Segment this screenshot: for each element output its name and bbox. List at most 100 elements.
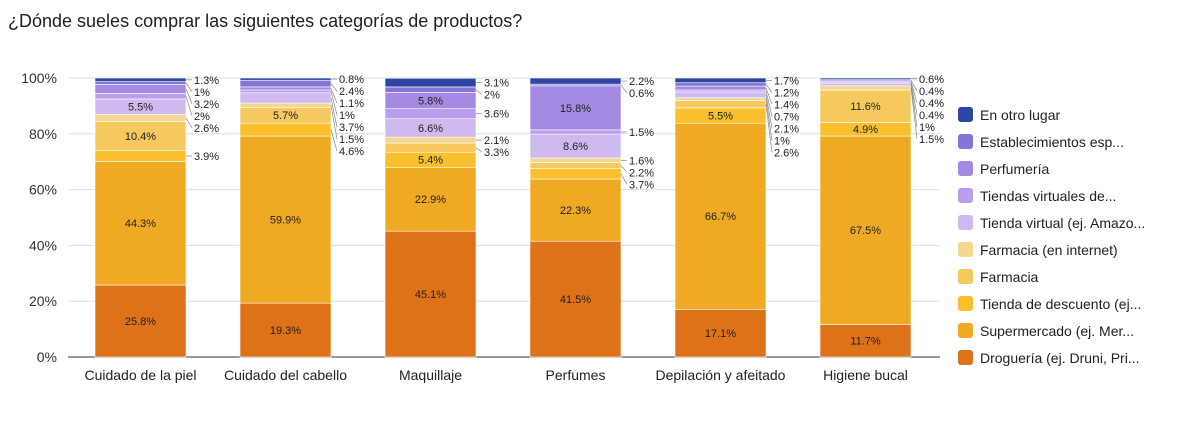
data-label-leader xyxy=(620,84,628,94)
legend-label: Tiendas virtuales de... xyxy=(980,187,1117,204)
data-label-leader xyxy=(620,173,628,185)
bar-segment xyxy=(529,240,622,358)
bar-segment xyxy=(384,142,477,153)
data-label: 8.6% xyxy=(563,141,588,153)
legend-item[interactable]: Tienda virtual (ej. Amazo... xyxy=(958,209,1145,236)
legend-label: Supermercado (ej. Mer... xyxy=(980,322,1135,339)
data-label-leader xyxy=(330,91,338,116)
legend-swatch xyxy=(958,215,973,230)
legend-swatch xyxy=(958,296,973,311)
data-label: 2.2% xyxy=(629,76,654,88)
bar-segment xyxy=(529,178,622,242)
data-label: 59.9% xyxy=(270,215,301,227)
legend-item[interactable]: En otro lugar xyxy=(958,101,1145,128)
y-tick-label: 100% xyxy=(21,70,57,86)
data-label: 11.7% xyxy=(850,336,881,348)
bar-segment xyxy=(674,308,767,358)
data-label: 1% xyxy=(194,87,210,99)
data-label: 10.4% xyxy=(125,131,156,143)
bar-segment xyxy=(239,89,332,94)
bar-segment xyxy=(239,77,332,81)
data-label: 6.6% xyxy=(418,123,443,135)
data-label: 0.6% xyxy=(629,88,654,100)
data-label: 5.7% xyxy=(273,110,298,122)
legend-swatch xyxy=(958,107,973,122)
data-label: 3.2% xyxy=(194,99,219,111)
bar-segment xyxy=(384,230,477,358)
legend-item[interactable]: Tienda de descuento (ej... xyxy=(958,290,1145,317)
bar-segment xyxy=(94,150,187,162)
data-label: 15.8% xyxy=(560,103,591,115)
bar-segment xyxy=(94,121,187,151)
data-label-leader xyxy=(185,117,193,128)
bar-segment xyxy=(674,91,767,99)
data-label-leader xyxy=(330,97,338,128)
data-label-leader xyxy=(185,88,193,104)
data-label: 1.4% xyxy=(774,99,799,111)
data-label-leader xyxy=(910,84,918,127)
data-label: 3.3% xyxy=(484,147,509,159)
data-label-leader xyxy=(765,104,773,153)
data-label: 1.1% xyxy=(339,98,364,110)
legend-item[interactable]: Establecimientos esp... xyxy=(958,128,1145,155)
data-label-leader xyxy=(330,129,338,152)
bar-segment xyxy=(239,79,332,88)
bar-segment xyxy=(674,100,767,109)
bar-segment xyxy=(384,86,477,93)
legend-item[interactable]: Farmacia (en internet) xyxy=(958,236,1145,263)
x-tick-label: Cuidado de la piel xyxy=(84,367,196,383)
bar-segment xyxy=(384,136,477,144)
data-label: 1.7% xyxy=(774,75,799,87)
data-label-leader xyxy=(765,87,773,105)
data-label: 67.5% xyxy=(850,225,881,237)
data-label-leader xyxy=(185,82,193,93)
legend-item[interactable]: Supermercado (ej. Mer... xyxy=(958,317,1145,344)
data-label: 2.1% xyxy=(484,135,509,147)
data-label-leader xyxy=(910,81,918,103)
legend-label: Establecimientos esp... xyxy=(980,133,1124,150)
data-label-leader xyxy=(910,82,918,115)
legend-item[interactable]: Droguería (ej. Druni, Pri... xyxy=(958,344,1145,371)
data-label: 2% xyxy=(484,90,500,102)
data-label-leader xyxy=(910,80,918,92)
bar-segment xyxy=(239,122,332,137)
bar-segment xyxy=(94,93,187,100)
data-label: 0.4% xyxy=(919,86,944,98)
data-label: 2% xyxy=(194,111,210,123)
legend-item[interactable]: Tiendas virtuales de... xyxy=(958,182,1145,209)
bar-segment xyxy=(384,77,477,88)
y-tick-label: 20% xyxy=(29,293,57,309)
bar-segment xyxy=(94,77,187,82)
data-label: 22.9% xyxy=(415,194,446,206)
legend-item[interactable]: Perfumería xyxy=(958,155,1145,182)
data-label: 4.6% xyxy=(339,146,364,158)
data-label: 41.5% xyxy=(560,294,591,306)
legend-item[interactable]: Farmacia xyxy=(958,263,1145,290)
bar-segment xyxy=(529,162,622,169)
bar-segment xyxy=(674,82,767,87)
x-tick-label: Perfumes xyxy=(546,367,606,383)
legend-label: Tienda de descuento (ej... xyxy=(980,295,1142,312)
bar-segment xyxy=(529,77,622,85)
data-label-leader xyxy=(330,83,338,92)
bar-segment xyxy=(94,113,187,122)
legend-label: En otro lugar xyxy=(980,106,1061,123)
data-label-leader xyxy=(330,105,338,140)
data-label: 1.2% xyxy=(774,87,799,99)
legend-label: Perfumería xyxy=(980,160,1050,177)
bar-segment xyxy=(529,157,622,163)
data-label: 4.9% xyxy=(853,124,878,136)
data-label: 44.3% xyxy=(125,218,156,230)
data-label-leader xyxy=(475,147,483,153)
data-label: 45.1% xyxy=(415,289,446,301)
x-tick-label: Maquillaje xyxy=(399,367,462,383)
bar-segment xyxy=(529,85,622,131)
data-label-leader xyxy=(330,88,338,104)
x-tick-label: Depilación y afeitado xyxy=(656,367,786,383)
bar-segment xyxy=(674,97,767,101)
bar-segment xyxy=(819,89,912,123)
data-label: 2.1% xyxy=(774,123,799,135)
legend-swatch xyxy=(958,188,973,203)
bar-segment xyxy=(674,85,767,91)
y-tick-label: 40% xyxy=(29,237,57,253)
